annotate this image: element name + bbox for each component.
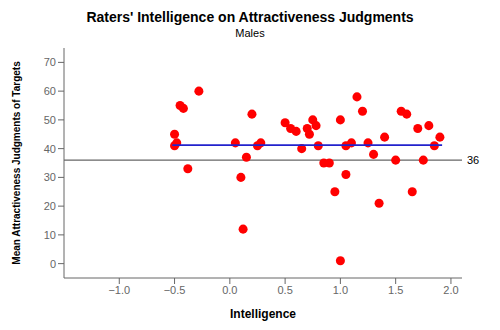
svg-text:2.0: 2.0: [443, 284, 458, 296]
svg-text:1.0: 1.0: [333, 284, 348, 296]
svg-text:50: 50: [44, 114, 56, 126]
html-text:Raters' Intelligence on Attrac: Raters' Intelligence on Attractiveness J…: [86, 9, 414, 25]
svg-text:60: 60: [44, 85, 56, 97]
svg-text:36: 36: [467, 154, 479, 166]
svg-text:40: 40: [44, 143, 56, 155]
svg-text:1.5: 1.5: [388, 284, 403, 296]
svg-text:−0.5: −0.5: [164, 284, 186, 296]
svg-text:Intelligence: Intelligence: [230, 307, 296, 321]
svg-text:10: 10: [44, 229, 56, 241]
svg-text:0.5: 0.5: [277, 284, 292, 296]
svg-text:−1.0: −1.0: [108, 284, 130, 296]
svg-text:Mean Attractiveness Judgments: Mean Attractiveness Judgments of Targets: [11, 61, 22, 265]
svg-text:20: 20: [44, 200, 56, 212]
svg-text:0: 0: [50, 258, 56, 270]
html-text:Males: Males: [235, 27, 265, 39]
svg-text:30: 30: [44, 171, 56, 183]
svg-text:70: 70: [44, 56, 56, 68]
svg-text:0.0: 0.0: [222, 284, 237, 296]
